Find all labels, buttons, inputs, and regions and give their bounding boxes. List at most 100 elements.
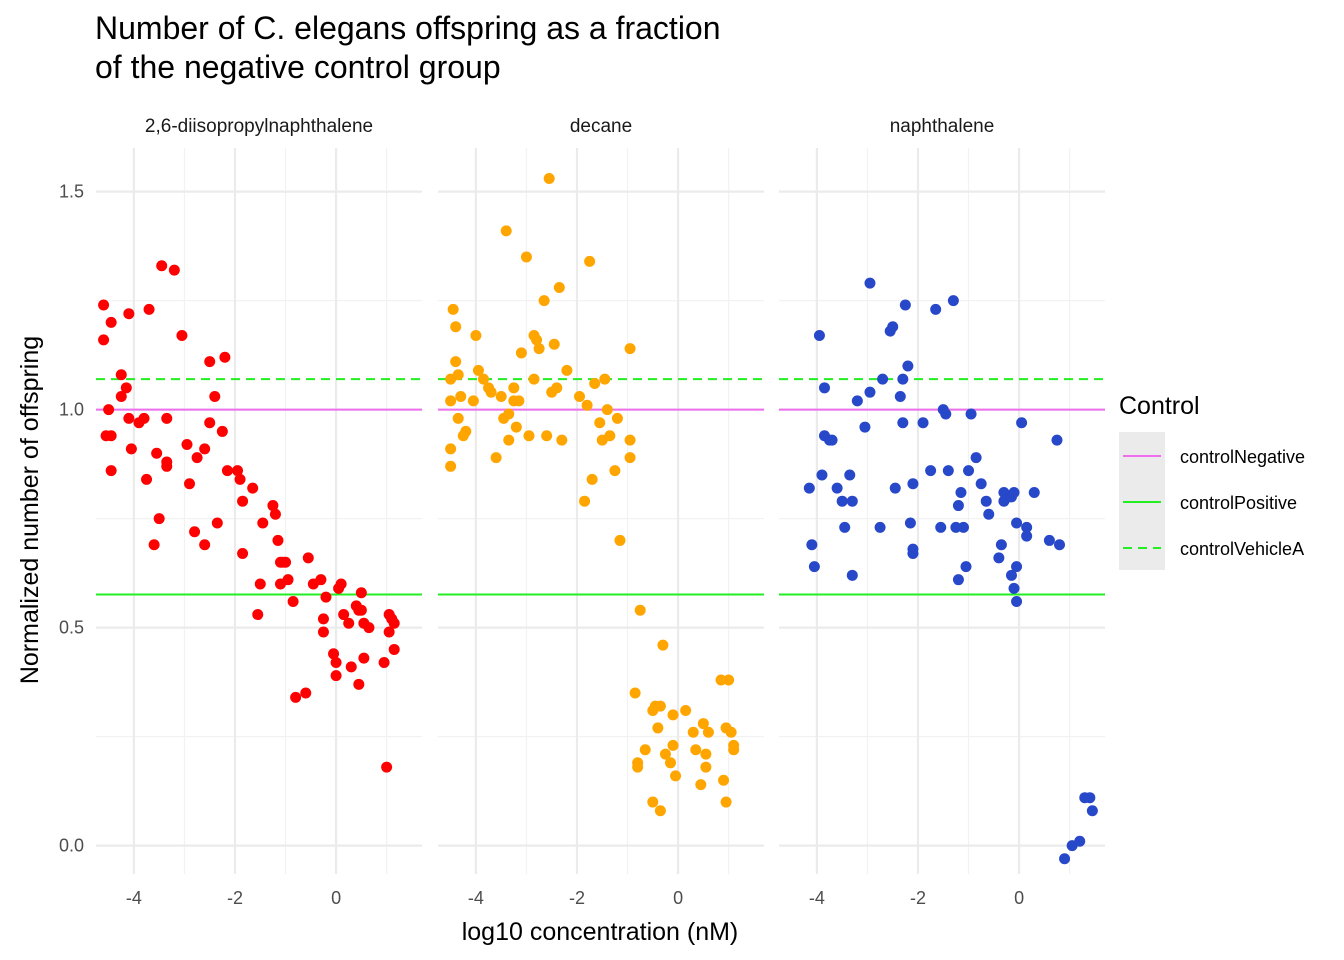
data-point <box>247 482 259 494</box>
x-axis-label: log10 concentration (nM) <box>462 918 739 946</box>
data-point <box>1086 805 1098 817</box>
data-point <box>808 561 820 573</box>
facet-panel: naphthalene -4 -2 0 <box>779 116 1105 908</box>
data-point <box>917 417 929 429</box>
legend-label-control-vehicle-a: controlVehicleA <box>1180 539 1304 559</box>
data-point <box>897 417 909 429</box>
data-point <box>199 539 211 551</box>
data-point <box>204 417 216 429</box>
data-point <box>221 465 233 477</box>
data-point <box>153 513 165 525</box>
data-point <box>252 609 264 621</box>
data-point <box>659 748 671 760</box>
data-point <box>652 722 664 734</box>
y-axis-ticks: 0.0 0.5 1.0 1.5 <box>59 182 84 856</box>
data-point <box>510 421 522 433</box>
data-point <box>450 356 462 368</box>
data-point <box>98 334 110 346</box>
data-point <box>490 452 502 464</box>
data-point <box>930 303 942 315</box>
data-point <box>115 369 127 381</box>
data-point <box>718 774 730 786</box>
data-point <box>123 308 135 320</box>
data-point <box>647 796 659 808</box>
data-point <box>1051 434 1063 446</box>
data-point <box>513 395 525 407</box>
data-point <box>955 486 967 498</box>
data-point <box>553 282 565 294</box>
data-point <box>632 761 644 773</box>
data-point <box>894 391 906 403</box>
data-point <box>680 704 692 716</box>
data-point <box>1043 534 1055 546</box>
data-point <box>455 391 467 403</box>
data-point <box>503 434 515 446</box>
data-point <box>897 373 909 385</box>
data-point <box>690 744 702 756</box>
data-point <box>485 386 497 398</box>
x-tick-label: -2 <box>569 888 585 908</box>
data-point <box>556 434 568 446</box>
facet-panel: decane -4 -2 0 <box>438 116 764 908</box>
data-point <box>470 329 482 341</box>
data-point <box>670 770 682 782</box>
data-point <box>541 430 553 442</box>
data-point <box>254 578 266 590</box>
data-point <box>1021 521 1033 533</box>
x-tick-label: 0 <box>1014 888 1024 908</box>
data-point <box>328 648 340 660</box>
data-point <box>907 478 919 490</box>
data-point <box>320 591 332 603</box>
data-point <box>460 425 472 437</box>
data-point <box>234 473 246 485</box>
data-point <box>115 391 127 403</box>
data-point <box>952 574 964 586</box>
x-tick-label: -4 <box>468 888 484 908</box>
data-point <box>495 391 507 403</box>
data-point <box>942 465 954 477</box>
data-point <box>1011 561 1023 573</box>
data-point <box>561 364 573 376</box>
data-point <box>211 517 223 529</box>
data-point <box>874 521 886 533</box>
data-point <box>168 264 180 276</box>
data-point <box>388 617 400 629</box>
data-point <box>818 382 830 394</box>
data-point <box>282 574 294 586</box>
data-point <box>531 334 543 346</box>
data-point <box>287 595 299 607</box>
data-point <box>302 552 314 564</box>
data-point <box>161 412 173 424</box>
data-point <box>538 295 550 307</box>
chart-title-line-1: Number of C. elegans offspring as a frac… <box>95 10 721 46</box>
data-point <box>363 622 375 634</box>
data-point <box>715 674 727 686</box>
data-point <box>219 351 231 363</box>
data-point <box>267 500 279 512</box>
facet-panels: 2,6-diisopropylnaphthalene -4 -2 0 decane -4 -… <box>96 116 1105 908</box>
data-point <box>846 569 858 581</box>
data-point <box>851 395 863 407</box>
data-point <box>1028 486 1040 498</box>
data-point <box>156 260 168 272</box>
data-point <box>141 473 153 485</box>
data-point <box>697 718 709 730</box>
data-point <box>925 465 937 477</box>
data-point <box>355 604 367 616</box>
data-point <box>844 469 856 481</box>
data-point <box>445 460 457 472</box>
data-point <box>1084 792 1096 804</box>
chart-title-line-2: of the negative control group <box>95 49 501 85</box>
data-point <box>548 338 560 350</box>
data-point <box>105 430 117 442</box>
data-point <box>803 482 815 494</box>
data-point <box>629 687 641 699</box>
data-point <box>543 173 555 185</box>
data-point <box>904 517 916 529</box>
data-point <box>445 395 457 407</box>
y-tick-label: 1.5 <box>59 182 84 202</box>
data-point <box>330 670 342 682</box>
facet-strip-label: decane <box>570 116 632 137</box>
data-point <box>639 744 651 756</box>
data-point <box>103 404 115 416</box>
